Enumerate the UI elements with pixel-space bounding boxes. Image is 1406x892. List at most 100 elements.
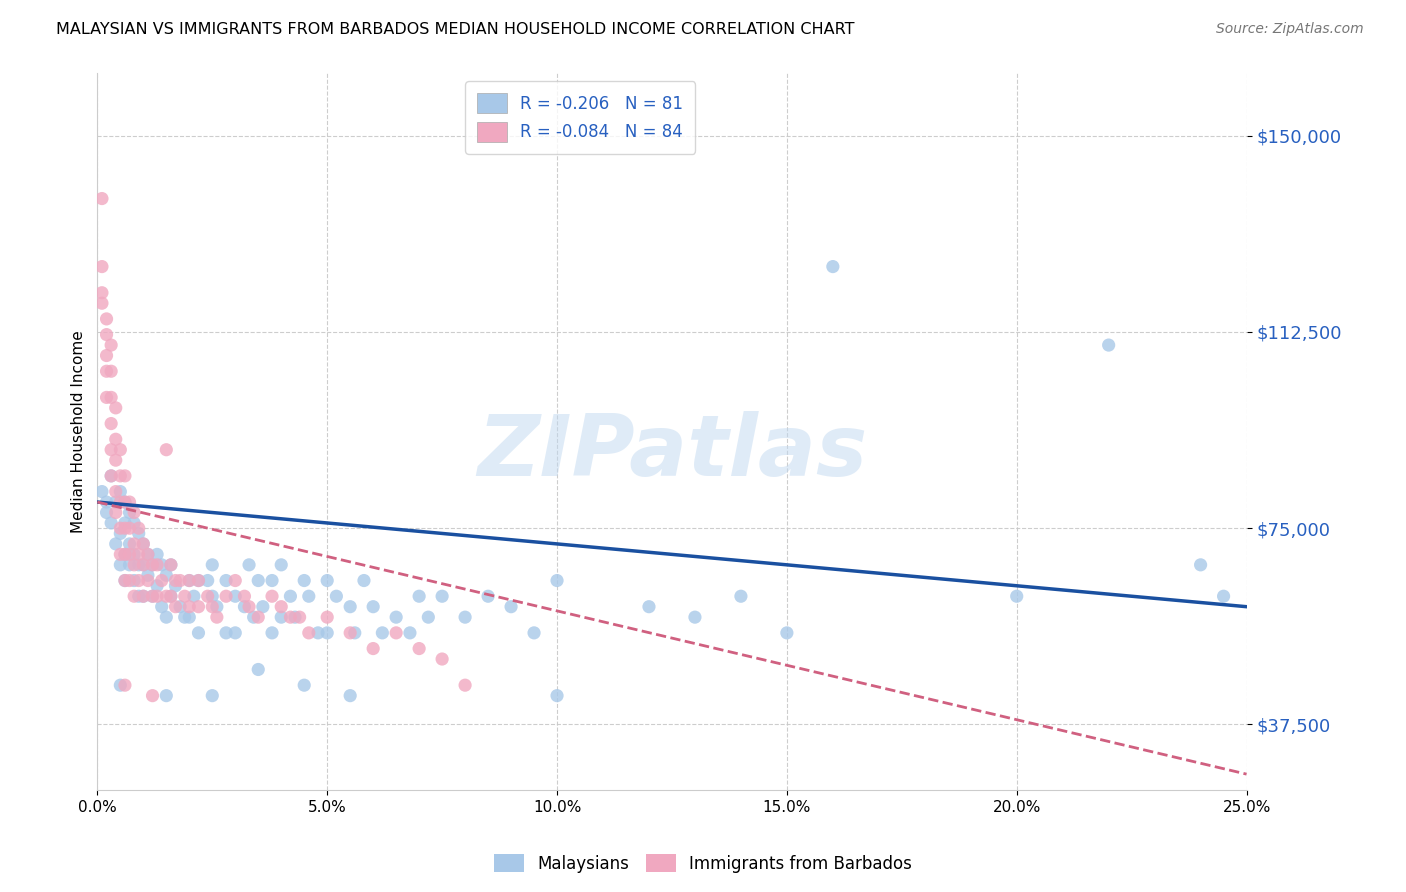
Point xyxy=(179,574,201,588)
Point xyxy=(110,495,132,509)
Point xyxy=(215,589,238,603)
Point xyxy=(260,574,283,588)
Point xyxy=(100,442,122,457)
Point xyxy=(114,574,136,588)
Point xyxy=(224,625,246,640)
Point xyxy=(187,574,209,588)
Point xyxy=(280,589,302,603)
Point xyxy=(201,689,224,703)
Point xyxy=(288,610,311,624)
Point xyxy=(408,589,430,603)
Point xyxy=(298,589,321,603)
Point xyxy=(155,442,177,457)
Point xyxy=(292,574,315,588)
Point xyxy=(499,599,522,614)
Text: Source: ZipAtlas.com: Source: ZipAtlas.com xyxy=(1216,22,1364,37)
Point xyxy=(100,469,122,483)
Legend: R = -0.206   N = 81, R = -0.084   N = 84: R = -0.206 N = 81, R = -0.084 N = 84 xyxy=(465,81,695,153)
Point xyxy=(1189,558,1212,572)
Point xyxy=(96,506,118,520)
Point xyxy=(173,589,195,603)
Point xyxy=(122,574,145,588)
Point xyxy=(118,537,141,551)
Point xyxy=(280,610,302,624)
Point xyxy=(343,625,366,640)
Point xyxy=(132,558,155,572)
Point xyxy=(155,589,177,603)
Point xyxy=(114,469,136,483)
Point xyxy=(100,364,122,378)
Point xyxy=(96,349,118,363)
Point xyxy=(187,574,209,588)
Point xyxy=(179,610,201,624)
Point xyxy=(730,589,752,603)
Point xyxy=(100,469,122,483)
Point xyxy=(104,432,127,446)
Point xyxy=(141,589,163,603)
Point xyxy=(114,574,136,588)
Point xyxy=(114,495,136,509)
Point xyxy=(247,663,270,677)
Point xyxy=(104,506,127,520)
Point xyxy=(339,625,361,640)
Point xyxy=(100,417,122,431)
Point xyxy=(638,599,661,614)
Point xyxy=(118,547,141,561)
Point xyxy=(132,537,155,551)
Point xyxy=(155,610,177,624)
Point xyxy=(141,589,163,603)
Point xyxy=(399,625,422,640)
Point xyxy=(169,574,191,588)
Point xyxy=(122,589,145,603)
Point xyxy=(179,599,201,614)
Point xyxy=(252,599,274,614)
Point xyxy=(454,678,477,692)
Point xyxy=(270,599,292,614)
Point xyxy=(114,547,136,561)
Point xyxy=(136,568,159,582)
Point xyxy=(292,678,315,692)
Point xyxy=(122,516,145,530)
Point xyxy=(110,678,132,692)
Point xyxy=(270,610,292,624)
Point xyxy=(118,521,141,535)
Point xyxy=(238,558,260,572)
Point xyxy=(150,599,173,614)
Point xyxy=(91,296,114,310)
Point xyxy=(141,558,163,572)
Point xyxy=(385,610,408,624)
Point xyxy=(260,625,283,640)
Point xyxy=(122,547,145,561)
Point xyxy=(477,589,499,603)
Point xyxy=(128,526,150,541)
Point xyxy=(122,506,145,520)
Point xyxy=(233,589,256,603)
Point xyxy=(238,599,260,614)
Point xyxy=(104,484,127,499)
Point xyxy=(104,453,127,467)
Point xyxy=(155,689,177,703)
Point xyxy=(1005,589,1028,603)
Point xyxy=(408,641,430,656)
Point xyxy=(430,652,453,666)
Point xyxy=(205,599,228,614)
Point xyxy=(104,495,127,509)
Point xyxy=(201,589,224,603)
Point xyxy=(215,625,238,640)
Point xyxy=(155,568,177,582)
Point xyxy=(118,574,141,588)
Point xyxy=(114,516,136,530)
Point xyxy=(91,192,114,206)
Point xyxy=(160,589,183,603)
Point xyxy=(96,327,118,342)
Point xyxy=(187,625,209,640)
Point xyxy=(821,260,844,274)
Point xyxy=(270,558,292,572)
Point xyxy=(242,610,264,624)
Point xyxy=(110,526,132,541)
Point xyxy=(546,689,568,703)
Point xyxy=(128,574,150,588)
Point xyxy=(454,610,477,624)
Point xyxy=(201,558,224,572)
Legend: Malaysians, Immigrants from Barbados: Malaysians, Immigrants from Barbados xyxy=(488,847,918,880)
